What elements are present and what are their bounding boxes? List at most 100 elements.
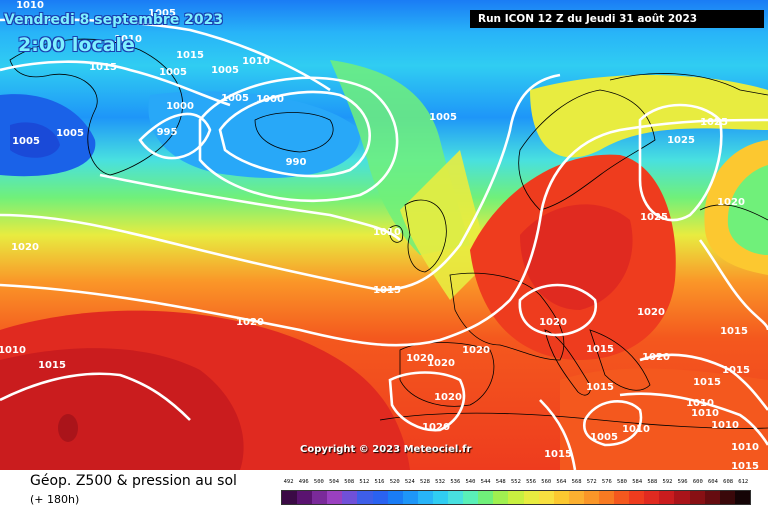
forecast-time: 2:00 locale <box>18 34 135 56</box>
scale-label: 612 <box>738 479 749 485</box>
map-panel: 1010 1005 1010 1015 1010 1015 1005 1005 1005 1000… <box>0 0 768 470</box>
isobar-label: 1005 <box>429 112 457 123</box>
scale-label: 556 <box>526 479 537 485</box>
isobar-1010-north <box>0 60 231 107</box>
isobar-label: 1005 <box>159 67 187 78</box>
isobar-label: 1020 <box>539 317 567 328</box>
scale-label: 576 <box>601 479 612 485</box>
isobar-label: 1000 <box>166 101 194 112</box>
scale-swatch <box>448 491 464 504</box>
isobar-label: 1015 <box>176 50 204 61</box>
isobar-label: 1010 <box>242 56 270 67</box>
isobar-label: 1005 <box>148 8 176 19</box>
east-green <box>724 160 768 257</box>
scale-swatch <box>432 491 449 504</box>
isobar-label: 1025 <box>700 117 728 128</box>
isobar-label: 1015 <box>586 344 614 355</box>
isobar-1010-east <box>619 392 768 446</box>
isobar-label: 1000 <box>256 94 284 105</box>
scale-swatch <box>402 491 418 504</box>
scale-label: 508 <box>344 479 355 485</box>
isobar-label: 1010 <box>0 345 26 356</box>
isobar-1005-africa <box>583 400 643 447</box>
run-info: Run ICON 12 Z du Jeudi 31 août 2023 <box>470 10 764 28</box>
isobar-1005-north <box>0 18 331 92</box>
isobar-label: 1020 <box>637 307 665 318</box>
scale-label: 584 <box>632 479 643 485</box>
isobar-label: 1015 <box>693 377 721 388</box>
iberia-coast <box>399 342 495 407</box>
trough-yellow <box>400 150 490 300</box>
isobar-iceland-outer <box>198 76 399 203</box>
isobar-label: 995 <box>157 127 178 138</box>
isobar-label: 1010 <box>691 408 719 419</box>
isobar-1015-atlantic <box>0 372 191 421</box>
isobar-label: 1010 <box>686 398 714 409</box>
copyright-text: Copyright © 2023 Meteociel.fr <box>300 444 472 455</box>
balkans-coast <box>589 329 651 391</box>
scale-label: 528 <box>420 479 430 485</box>
italy-coast <box>544 329 591 396</box>
ridge-dark-spot <box>58 414 78 442</box>
isobar-label: 1025 <box>640 212 668 223</box>
britain-coast <box>404 199 447 273</box>
scale-label: 572 <box>586 479 597 485</box>
isobar-label: 1010 <box>622 424 650 435</box>
scale-swatch <box>478 491 494 504</box>
scale-label: 548 <box>495 479 506 485</box>
ireland-coast <box>389 225 404 243</box>
isobar-label: 1020 <box>427 358 455 369</box>
isobar-label: 1020 <box>642 352 670 363</box>
scale-swatch <box>463 491 479 504</box>
isobar-1015 <box>0 73 561 292</box>
scale-label: 588 <box>647 479 658 485</box>
isobar-label: 1020 <box>434 392 462 403</box>
scale-label: 608 <box>723 479 734 485</box>
ridge-core <box>520 204 633 310</box>
isobar-label: 1015 <box>373 285 401 296</box>
scale-swatch <box>297 491 313 504</box>
scale-swatch <box>357 491 373 504</box>
scale-swatch <box>644 491 660 504</box>
scale-label: 544 <box>480 479 491 485</box>
low-core-deep <box>10 122 60 158</box>
isobar-label: 1020 <box>717 197 745 208</box>
scale-label: 560 <box>541 479 552 485</box>
isobar-label: 1005 <box>211 65 239 76</box>
scale-label: 540 <box>465 479 476 485</box>
scale-swatch <box>734 491 750 504</box>
scale-swatch <box>614 491 630 504</box>
scale-swatch <box>719 491 735 504</box>
north-africa-coast <box>379 412 768 429</box>
scandinavia-coast <box>518 89 656 211</box>
isobar-label: 1015 <box>38 360 66 371</box>
isobar-1020-iberia <box>388 371 466 432</box>
color-scale: 492 496 500 504 508 512 516 520 524 528 532 536 540 5… <box>281 479 751 507</box>
east-yellow <box>704 140 768 275</box>
scale-label: 580 <box>617 479 627 485</box>
isobar-1020-alps <box>518 283 598 337</box>
scale-label: 500 <box>313 479 324 485</box>
scale-swatch <box>417 491 433 504</box>
isobar-1015-east <box>639 353 768 411</box>
isobar-label: 1010 <box>16 0 44 11</box>
scale-swatch <box>372 491 388 504</box>
scale-swatch <box>493 491 509 504</box>
iceland-coast <box>254 112 334 153</box>
scale-label: 492 <box>283 479 294 485</box>
isobar-label: 1020 <box>406 353 434 364</box>
coastlines <box>9 38 768 429</box>
isobar-label: 1015 <box>731 461 759 470</box>
scale-label: 536 <box>450 479 461 485</box>
color-scale-labels: 492 496 500 504 508 512 516 520 524 528 532 536 540 5… <box>281 479 751 489</box>
scale-swatch <box>312 491 328 504</box>
scale-swatch <box>538 491 554 504</box>
scale-swatch <box>568 491 584 504</box>
kola-coast <box>609 73 768 96</box>
scale-label: 596 <box>677 479 688 485</box>
isobar-995 <box>138 112 212 160</box>
isobar-label: 1015 <box>89 62 117 73</box>
